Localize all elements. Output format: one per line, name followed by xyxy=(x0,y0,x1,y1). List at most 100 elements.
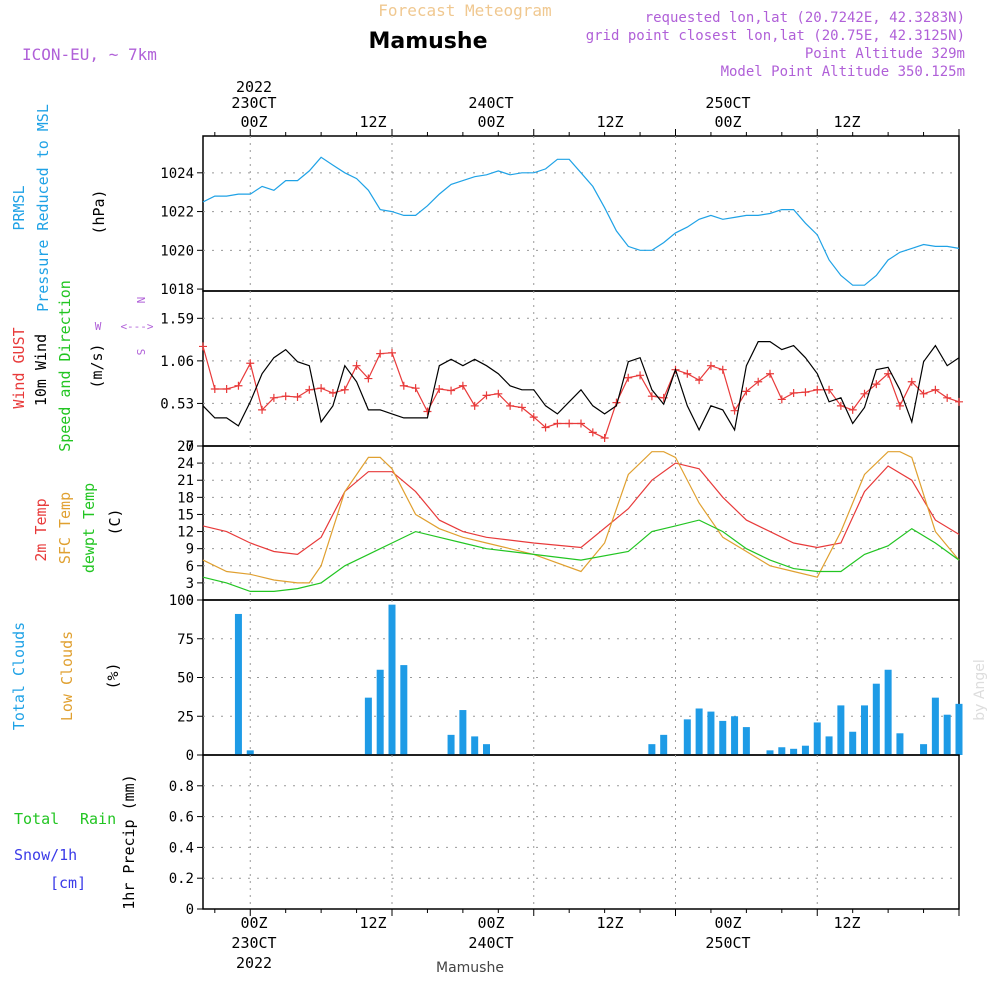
gust-point xyxy=(683,369,692,378)
gust-point xyxy=(565,419,574,428)
compass-arrows: <---> xyxy=(120,320,153,333)
gust-point xyxy=(423,407,432,416)
low-clouds-label: Low Clouds xyxy=(58,631,76,721)
pressure-panel-labels: PRMSL Pressure Reduced to MSL (hPa) xyxy=(10,104,108,312)
cloud-bar xyxy=(660,734,668,755)
cloud-bar xyxy=(683,719,691,755)
y-tick-label: 0 xyxy=(186,439,194,455)
gust-point xyxy=(541,423,550,432)
bottom-date-2: 240CT xyxy=(468,934,513,952)
bottom-date-1: 230CT xyxy=(231,934,276,952)
gust-point xyxy=(730,406,739,415)
cloud-bar xyxy=(778,747,786,755)
y-tick-label: 1018 xyxy=(160,282,194,298)
gust-point xyxy=(482,391,491,400)
top-tick-5: 00Z xyxy=(714,113,741,131)
gust-point xyxy=(588,428,597,437)
sfc-label: SFC Temp xyxy=(56,492,74,564)
direction-label: Speed and Direction xyxy=(56,280,74,452)
gust-point xyxy=(577,419,585,428)
y-tick-label: 1.59 xyxy=(160,311,194,327)
y-tick-label: 27 xyxy=(177,439,194,455)
gust-point xyxy=(647,392,656,401)
top-tick-6: 12Z xyxy=(833,113,860,131)
gust-point xyxy=(364,374,373,383)
plot-area: 101810201022102400.531.061.5903691215182… xyxy=(160,129,963,918)
cloud-bar xyxy=(931,697,939,755)
temp-panel-labels: 2m Temp SFC Temp dewpt Temp (C) xyxy=(32,483,124,573)
gust-point xyxy=(907,377,916,386)
gust-point xyxy=(860,389,869,398)
precip-panel-labels: Total Rain Snow/1h [cm] 1hr Precip (mm) xyxy=(14,774,138,909)
cloud-bar xyxy=(955,703,963,755)
y-tick-label: 25 xyxy=(177,709,194,725)
y-tick-label: 0 xyxy=(186,748,194,764)
bottom-tick-4: 12Z xyxy=(596,914,623,932)
footer-station: Mamushe xyxy=(436,960,504,976)
cloud-bar xyxy=(707,711,715,755)
cloud-bar xyxy=(400,665,408,755)
top-date-3: 250CT xyxy=(705,94,750,112)
gust-point xyxy=(305,385,314,394)
total-clouds-label: Total Clouds xyxy=(10,622,28,730)
y-tick-label: 0.2 xyxy=(169,871,194,887)
top-date-2: 240CT xyxy=(468,94,513,112)
panel-frame-4 xyxy=(202,754,960,910)
cloud-bar xyxy=(471,736,479,755)
bottom-tick-2: 12Z xyxy=(359,914,386,932)
requested-lonlat: requested lon,lat (20.7242E, 42.3283N) xyxy=(645,10,965,26)
cloud-bar xyxy=(234,613,242,755)
gust-point xyxy=(258,405,267,414)
gust-point xyxy=(931,385,940,394)
y-tick-label: 1022 xyxy=(160,205,194,221)
cloud-bar xyxy=(483,744,490,755)
gust-point xyxy=(943,393,952,402)
wind-panel-labels: Wind GUST 10m Wind Speed and Direction (… xyxy=(10,280,154,452)
y-tick-label: 1024 xyxy=(160,166,194,182)
y-tick-label: 24 xyxy=(177,456,194,472)
panel-frame-0 xyxy=(202,135,960,292)
y-tick-label: 0.53 xyxy=(160,396,194,412)
compass-s: S xyxy=(134,349,147,356)
clouds-unit: (%) xyxy=(104,662,122,689)
gust-point xyxy=(435,384,444,393)
pressure-label-2: Pressure Reduced to MSL xyxy=(34,104,52,312)
rain-label: Rain xyxy=(80,810,116,828)
pressure-label-1: PRMSL xyxy=(10,185,28,230)
series-line-dewpt-temp xyxy=(202,519,960,593)
bottom-tick-3: 00Z xyxy=(477,914,504,932)
y-tick-label: 75 xyxy=(177,632,194,648)
gust-point xyxy=(706,361,715,370)
gust-point xyxy=(246,359,255,368)
gust-point xyxy=(600,433,609,442)
temp-unit: (C) xyxy=(106,508,124,535)
gust-point xyxy=(340,385,349,394)
top-tick-3: 00Z xyxy=(477,113,504,131)
cloud-bar xyxy=(246,750,254,755)
y-tick-label: 21 xyxy=(177,473,194,489)
gust-point xyxy=(269,393,278,402)
bottom-time-axis: 00Z 12Z 00Z 12Z 00Z 12Z 230CT 240CT 250C… xyxy=(231,914,860,972)
cloud-bar xyxy=(447,734,455,755)
y-tick-label: 9 xyxy=(186,542,194,558)
snow-unit: [cm] xyxy=(50,874,86,892)
top-time-axis: 2022 230CT 240CT 250CT 00Z 12Z 00Z 12Z 0… xyxy=(231,78,860,131)
wind-label: 10m Wind xyxy=(32,334,50,406)
cloud-bar xyxy=(943,714,951,755)
gridpoint-lonlat: grid point closest lon,lat (20.75E, 42.3… xyxy=(586,28,965,44)
cloud-bar xyxy=(742,727,750,755)
point-altitude: Point Altitude 329m xyxy=(805,46,965,62)
y-tick-label: 0.8 xyxy=(169,779,194,795)
gust-point xyxy=(199,342,207,351)
gust-point xyxy=(222,384,231,393)
y-tick-label: 100 xyxy=(169,593,194,609)
cloud-bar xyxy=(648,744,656,755)
y-tick-label: 12 xyxy=(177,525,194,541)
top-tick-4: 12Z xyxy=(596,113,623,131)
gust-point xyxy=(388,348,396,357)
gust-point xyxy=(825,385,834,394)
y-tick-label: 0 xyxy=(186,902,194,918)
y-tick-label: 6 xyxy=(186,559,194,575)
gust-point xyxy=(766,369,774,378)
gust-point xyxy=(458,381,467,390)
